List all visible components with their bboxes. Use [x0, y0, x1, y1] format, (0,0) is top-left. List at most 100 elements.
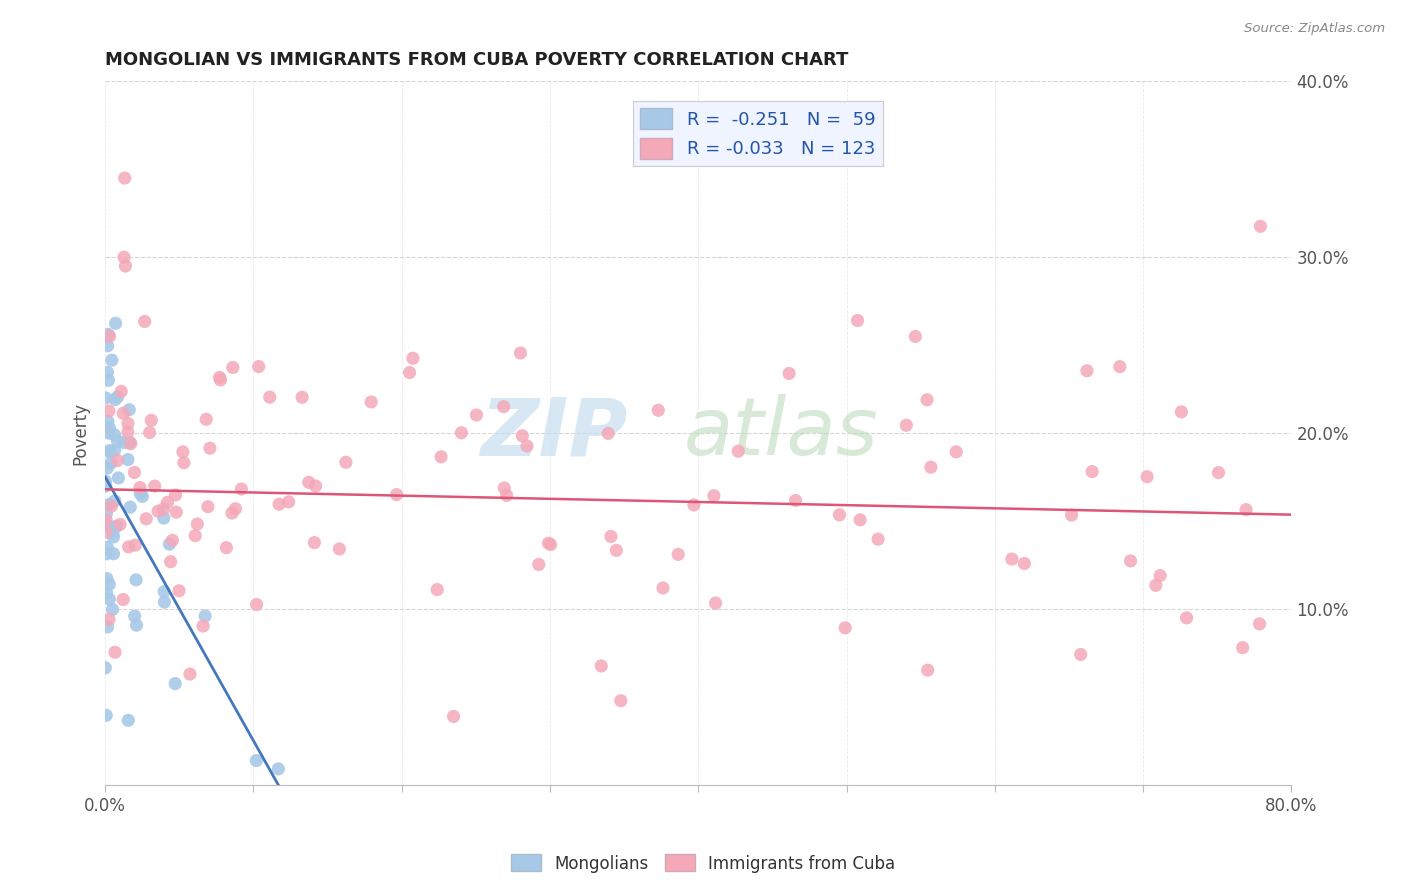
Point	[98, 444, 121, 458]
Point	[157, 537, 180, 551]
Point	[868, 532, 890, 546]
Point	[1149, 568, 1171, 582]
Point	[494, 481, 516, 495]
Point	[904, 329, 927, 343]
Point	[100, 456, 122, 470]
Point	[129, 486, 152, 500]
Point	[605, 543, 627, 558]
Point	[138, 425, 160, 440]
Text: MONGOLIAN VS IMMIGRANTS FROM CUBA POVERTY CORRELATION CHART: MONGOLIAN VS IMMIGRANTS FROM CUBA POVERT…	[105, 51, 849, 69]
Point	[101, 525, 124, 540]
Point	[117, 425, 139, 440]
Point	[683, 498, 706, 512]
Point	[267, 762, 290, 776]
Point	[120, 436, 142, 450]
Point	[98, 329, 121, 343]
Point	[125, 618, 148, 632]
Point	[112, 250, 135, 264]
Point	[1175, 611, 1198, 625]
Point	[156, 495, 179, 509]
Point	[97, 373, 120, 387]
Point	[101, 602, 124, 616]
Point	[97, 327, 120, 342]
Point	[703, 489, 725, 503]
Point	[259, 390, 281, 404]
Point	[135, 512, 157, 526]
Point	[198, 441, 221, 455]
Point	[1060, 508, 1083, 522]
Point	[179, 667, 201, 681]
Point	[267, 497, 290, 511]
Point	[112, 406, 135, 420]
Point	[540, 537, 562, 551]
Point	[184, 529, 207, 543]
Point	[97, 339, 120, 353]
Legend: R =  -0.251   N =  59, R = -0.033   N = 123: R = -0.251 N = 59, R = -0.033 N = 123	[633, 101, 883, 166]
Point	[167, 583, 190, 598]
Point	[97, 620, 120, 634]
Point	[129, 481, 152, 495]
Point	[208, 370, 231, 384]
Point	[1136, 469, 1159, 483]
Point	[117, 417, 139, 431]
Point	[430, 450, 453, 464]
Point	[100, 499, 122, 513]
Point	[304, 479, 326, 493]
Point	[107, 390, 129, 404]
Point	[124, 609, 146, 624]
Point	[834, 621, 856, 635]
Point	[94, 479, 117, 493]
Point	[828, 508, 851, 522]
Point	[94, 661, 117, 675]
Legend: Mongolians, Immigrants from Cuba: Mongolians, Immigrants from Cuba	[503, 847, 903, 880]
Point	[125, 573, 148, 587]
Point	[120, 435, 142, 450]
Point	[600, 529, 623, 543]
Point	[495, 488, 517, 502]
Point	[94, 525, 117, 540]
Point	[465, 408, 488, 422]
Text: Source: ZipAtlas.com: Source: ZipAtlas.com	[1244, 22, 1385, 36]
Point	[385, 488, 408, 502]
Point	[96, 461, 118, 475]
Point	[98, 443, 121, 458]
Point	[509, 346, 531, 360]
Point	[96, 366, 118, 380]
Point	[104, 494, 127, 508]
Point	[118, 402, 141, 417]
Point	[96, 513, 118, 527]
Point	[917, 663, 939, 677]
Point	[107, 434, 129, 449]
Point	[846, 313, 869, 327]
Y-axis label: Poverty: Poverty	[72, 401, 89, 465]
Point	[98, 577, 121, 591]
Point	[209, 373, 232, 387]
Point	[159, 555, 181, 569]
Point	[153, 584, 176, 599]
Point	[245, 754, 267, 768]
Point	[107, 471, 129, 485]
Point	[1144, 578, 1167, 592]
Point	[103, 427, 125, 442]
Point	[94, 475, 117, 489]
Point	[1119, 554, 1142, 568]
Point	[165, 505, 187, 519]
Point	[1070, 648, 1092, 662]
Point	[104, 316, 127, 330]
Point	[849, 513, 872, 527]
Point	[124, 466, 146, 480]
Point	[195, 412, 218, 426]
Point	[704, 596, 727, 610]
Point	[112, 592, 135, 607]
Point	[124, 538, 146, 552]
Point	[112, 435, 135, 450]
Point	[98, 421, 121, 435]
Point	[141, 413, 163, 427]
Point	[224, 501, 246, 516]
Point	[120, 500, 142, 515]
Text: ZIP: ZIP	[479, 394, 627, 472]
Point	[104, 392, 127, 407]
Point	[134, 314, 156, 328]
Point	[194, 609, 217, 624]
Point	[1076, 364, 1098, 378]
